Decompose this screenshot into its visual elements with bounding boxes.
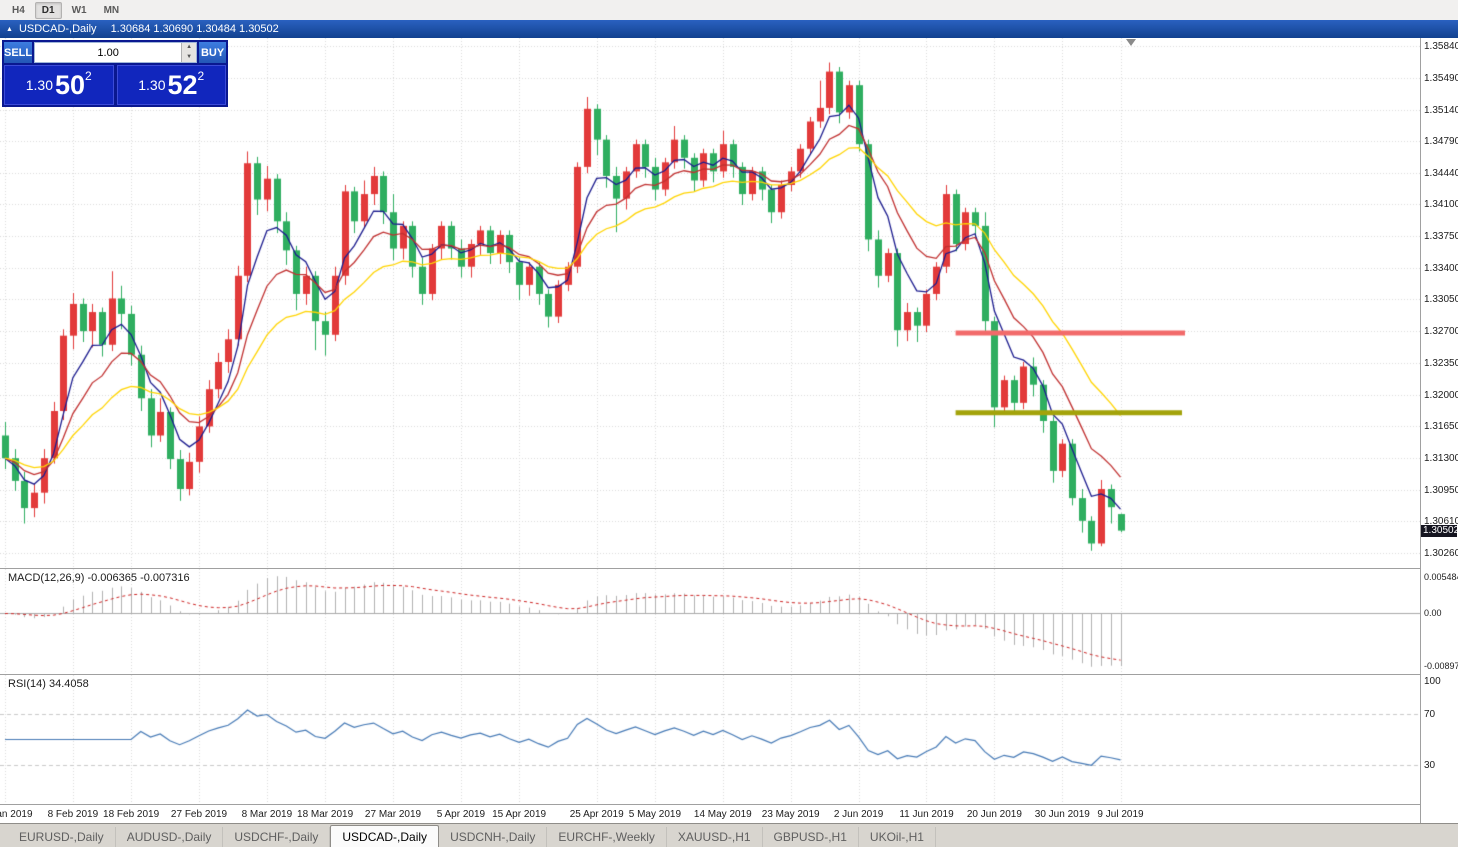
price-axis-column[interactable]: 1.30502 1.35840 1.35490 1.35140 1.34790 1.34… — [1420, 38, 1458, 824]
tab-usdcnh[interactable]: USDCNH-,Daily — [439, 827, 548, 847]
macd-axis-label: 0.00 — [1424, 608, 1442, 619]
tab-usdcad[interactable]: USDCAD-,Daily — [330, 825, 440, 847]
current-price-badge: 1.30502 — [1421, 524, 1458, 537]
buy-price-display[interactable]: 1.30 52 2 — [116, 65, 226, 105]
price-axis-tick: 1.35490 — [1424, 72, 1458, 84]
timeframe-button-mn[interactable]: MN — [103, 4, 120, 16]
chart-ohlc-values: 1.30684 1.30690 1.30484 1.30502 — [110, 23, 279, 35]
buy-price-sup: 2 — [197, 69, 205, 83]
tab-xauusd[interactable]: XAUUSD-,H1 — [667, 827, 763, 847]
sell-price-big: 50 — [55, 69, 86, 100]
date-axis-label: 8 Feb 2019 — [47, 809, 99, 820]
plot-region: 30 Jan 2019 8 Feb 2019 18 Feb 2019 27 Feb 2… — [0, 38, 1420, 825]
date-axis-label: 27 Feb 2019 — [170, 809, 228, 820]
price-axis-tick: 1.34100 — [1424, 199, 1458, 211]
date-axis-label: 25 Apr 2019 — [569, 809, 624, 820]
macd-indicator-canvas[interactable] — [0, 569, 1420, 674]
price-axis-tick: 1.34440 — [1424, 168, 1458, 180]
sell-price-sup: 2 — [85, 69, 92, 83]
rsi-axis-label: 100 — [1424, 676, 1441, 687]
price-axis-tick: 1.34790 — [1424, 136, 1458, 148]
rsi-title: RSI(14) 34.4058 — [8, 678, 89, 690]
price-axis-tick: 1.35140 — [1424, 104, 1458, 116]
date-axis-label: 14 May 2019 — [693, 809, 752, 820]
date-axis-label: 30 Jun 2019 — [1034, 809, 1090, 820]
tab-ukoil[interactable]: UKOil-,H1 — [859, 827, 936, 847]
timeframe-button-h4[interactable]: H4 — [12, 4, 25, 16]
volume-spin-down-icon[interactable]: ▼ — [182, 52, 197, 62]
tab-usdchf[interactable]: USDCHF-,Daily — [223, 827, 331, 847]
price-axis-tick: 1.33050 — [1424, 294, 1458, 306]
volume-spinner: ▲ ▼ — [181, 43, 197, 62]
timeframe-button-w1[interactable]: W1 — [71, 4, 87, 16]
price-axis-tick: 1.31300 — [1424, 453, 1458, 465]
chart-area: 30 Jan 2019 8 Feb 2019 18 Feb 2019 27 Feb 2… — [0, 38, 1458, 825]
timeframe-button-d1[interactable]: D1 — [34, 1, 62, 19]
price-axis-tick: 1.32700 — [1424, 326, 1458, 338]
date-axis-label: 23 May 2019 — [761, 809, 820, 820]
price-axis-tick: 1.33750 — [1424, 230, 1458, 242]
price-axis-tick: 1.32350 — [1424, 357, 1458, 369]
chart-symbol-title: USDCAD-,Daily — [18, 23, 97, 35]
tab-audusd[interactable]: AUDUSD-,Daily — [116, 827, 224, 847]
macd-title: MACD(12,26,9) -0.006365 -0.007316 — [8, 572, 190, 584]
sell-price-small: 1.30 — [25, 77, 53, 93]
title-arrow-icon: ▲ — [6, 25, 13, 33]
volume-field-wrap: ▲ ▼ — [34, 42, 198, 63]
panel-separator[interactable] — [0, 568, 1420, 569]
buy-button[interactable]: BUY — [199, 42, 226, 63]
price-axis-tick: 1.31650 — [1424, 421, 1458, 433]
panel-separator[interactable] — [0, 674, 1420, 675]
price-axis-tick: 1.32000 — [1424, 389, 1458, 401]
rsi-axis-label: 70 — [1424, 708, 1436, 720]
tab-gbpusd[interactable]: GBPUSD-,H1 — [763, 827, 859, 847]
timeframe-toolbar: H4 D1 W1 MN — [0, 0, 1458, 21]
price-chart-canvas[interactable] — [0, 38, 1420, 568]
volume-input[interactable] — [35, 43, 182, 62]
buy-price-small: 1.30 — [138, 77, 166, 93]
price-axis-tick: 1.35840 — [1424, 41, 1458, 53]
price-axis-tick: 1.33400 — [1424, 262, 1458, 274]
date-axis-label: 9 Jul 2019 — [1097, 809, 1144, 820]
date-axis-label: 27 Mar 2019 — [364, 809, 422, 820]
date-axis-label: 11 Jun 2019 — [899, 809, 954, 820]
date-axis-label: 15 Apr 2019 — [492, 809, 547, 820]
buy-price-big: 52 — [167, 69, 198, 100]
tab-eurchf[interactable]: EURCHF-,Weekly — [547, 827, 667, 847]
date-axis-label: 5 May 2019 — [628, 809, 682, 820]
price-axis-tick: 1.30260 — [1424, 547, 1458, 559]
date-axis-label: 5 Apr 2019 — [436, 809, 486, 820]
date-axis-label: 30 Jan 2019 — [0, 809, 33, 820]
price-axis-tick: 1.30950 — [1424, 484, 1458, 496]
volume-spin-up-icon[interactable]: ▲ — [182, 43, 197, 53]
sell-price-display[interactable]: 1.30 50 2 — [4, 65, 114, 105]
price-axis-tick: 1.30610 — [1424, 515, 1458, 527]
date-axis-label: 18 Mar 2019 — [297, 809, 354, 820]
sell-button[interactable]: SELL — [4, 42, 33, 63]
rsi-axis-label: 30 — [1424, 760, 1436, 772]
date-axis-label: 18 Feb 2019 — [103, 809, 160, 820]
chart-shift-marker-icon[interactable] — [1126, 39, 1136, 46]
tab-eurusd[interactable]: EURUSD-,Daily — [8, 827, 116, 847]
chart-tabs-bar: EURUSD-,Daily AUDUSD-,Daily USDCHF-,Daily U… — [0, 823, 1458, 847]
one-click-trade-panel: SELL ▲ ▼ BUY 1.30 50 2 — [2, 40, 228, 107]
date-axis: 30 Jan 2019 8 Feb 2019 18 Feb 2019 27 Feb 2… — [0, 804, 1420, 825]
macd-axis-label: 0.005484 — [1424, 572, 1458, 582]
date-axis-label: 8 Mar 2019 — [241, 809, 293, 820]
date-axis-label: 20 Jun 2019 — [966, 809, 1022, 820]
date-axis-label: 2 Jun 2019 — [833, 809, 884, 820]
chart-title-bar: ▲ USDCAD-,Daily 1.30684 1.30690 1.30484 … — [0, 20, 1458, 38]
rsi-indicator-canvas[interactable] — [0, 675, 1420, 804]
